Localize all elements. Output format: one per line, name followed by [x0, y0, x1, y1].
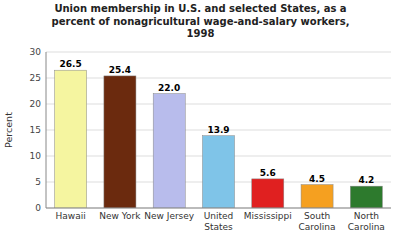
title-line: Union membership in U.S. and selected St… [54, 3, 346, 14]
title: Union membership in U.S. and selected St… [52, 3, 350, 39]
x-tick-label: Hawaii [56, 211, 86, 221]
y-tick-label: 20 [30, 99, 42, 109]
title-line: percent of nonagricultural wage-and-sala… [52, 16, 350, 27]
x-tick-label-line: Mississippi [244, 211, 292, 221]
y-tick-label: 15 [30, 125, 41, 135]
bar [55, 70, 87, 208]
x-tick-label-line: States [204, 222, 233, 232]
x-tick-label: NorthCarolina [348, 211, 385, 232]
x-tick-label: SouthCarolina [299, 211, 336, 232]
chart-svg: Union membership in U.S. and selected St… [0, 0, 401, 238]
data-label: 5.6 [260, 168, 276, 178]
y-tick-label: 0 [35, 203, 41, 213]
y-tick-label: 25 [30, 73, 41, 83]
y-axis-line [46, 52, 47, 208]
x-tick-label: UnitedStates [204, 211, 234, 232]
bar [252, 179, 284, 208]
y-tick-label: 10 [30, 151, 42, 161]
bar [202, 136, 234, 208]
x-tick-label: Mississippi [244, 211, 292, 221]
grid-line [46, 52, 391, 53]
data-label: 26.5 [60, 59, 82, 69]
x-tick-label-line: New York [99, 211, 141, 221]
x-tick-label-line: Carolina [348, 222, 385, 232]
y-tick-label: 5 [35, 177, 41, 187]
grid-line [46, 78, 391, 79]
x-tick-label-line: South [304, 211, 330, 221]
grid-line [46, 208, 391, 209]
x-tick-label: New York [99, 211, 141, 221]
bars [55, 70, 383, 208]
bar [301, 185, 333, 208]
x-tick-label: New Jersey [144, 211, 195, 221]
grid-line [46, 104, 391, 105]
x-tick-label-line: Carolina [299, 222, 336, 232]
bar [104, 76, 136, 208]
x-tick-label-line: United [204, 211, 234, 221]
data-label: 22.0 [158, 83, 180, 93]
y-axis-label: Percent [3, 112, 14, 148]
data-label: 13.9 [207, 125, 229, 135]
x-tick-label-line: North [354, 211, 379, 221]
data-label: 25.4 [109, 65, 131, 75]
chart-container: Union membership in U.S. and selected St… [0, 0, 401, 238]
bar [350, 186, 382, 208]
data-label: 4.5 [309, 174, 325, 184]
x-tick-label-line: Hawaii [56, 211, 86, 221]
x-axis-line [46, 208, 391, 209]
title-line: 1998 [187, 28, 215, 39]
bar [153, 94, 185, 208]
y-tick-label: 30 [30, 47, 42, 57]
x-tick-label-line: New Jersey [144, 211, 195, 221]
data-label: 4.2 [358, 175, 374, 185]
